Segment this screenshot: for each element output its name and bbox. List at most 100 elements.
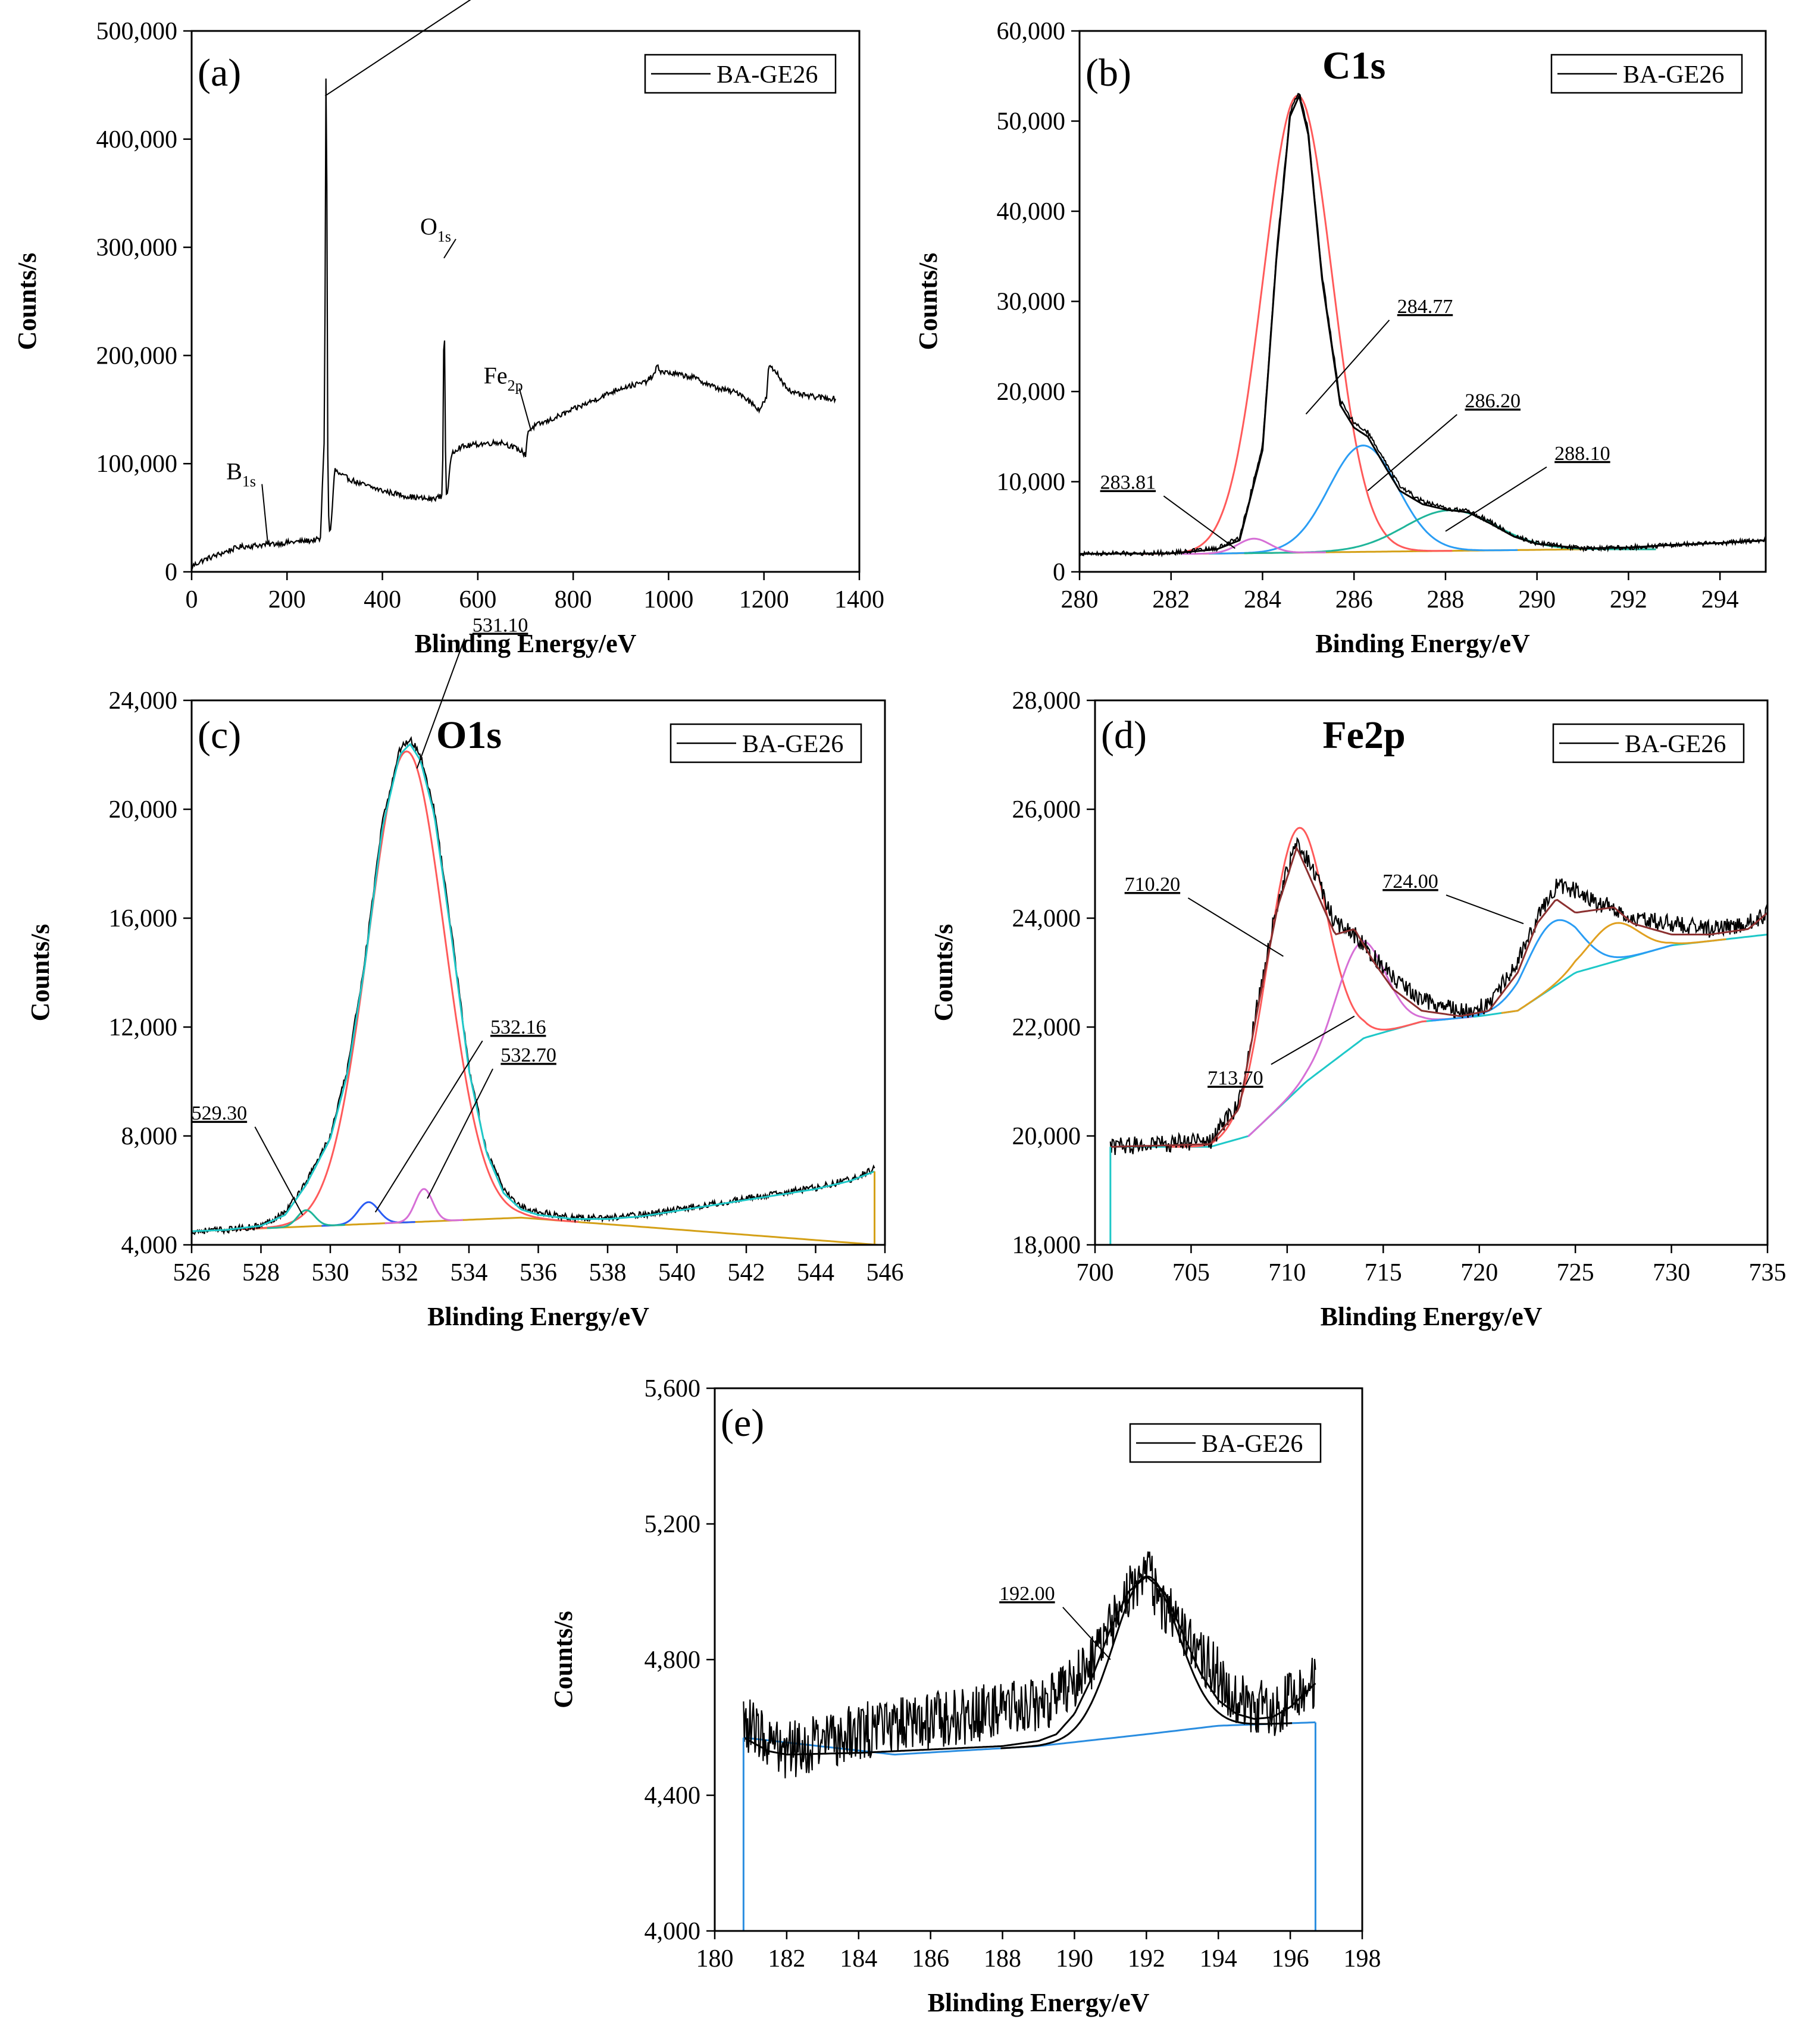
axes-frame (714, 1387, 1363, 1932)
leader-line (1271, 1015, 1355, 1065)
legend-label: BA-GE26 (1623, 61, 1724, 89)
peak-label: O1s (420, 213, 451, 245)
panel-title: Fe2p (1322, 713, 1405, 757)
y-tick-label: 20,000 (997, 378, 1066, 406)
axes-frame (190, 699, 886, 1246)
x-tick-label: 730 (1653, 1259, 1690, 1287)
x-tick-label: 186 (912, 1945, 949, 1973)
peak-component (1431, 919, 1673, 1022)
y-tick-label: 60,000 (997, 18, 1066, 45)
peak-component (384, 1188, 463, 1225)
peak-position-label: 283.81 (1100, 472, 1156, 494)
peak-position-label: 532.16 (490, 1016, 546, 1038)
y-tick-label: 28,000 (1012, 687, 1081, 715)
y-tick-label: 400,000 (96, 126, 178, 154)
legend-label: BA-GE26 (717, 61, 818, 89)
y-tick-label: 50,000 (997, 108, 1066, 136)
x-tick-label: 190 (1056, 1945, 1093, 1973)
y-tick-label: 5,200 (645, 1511, 701, 1538)
x-tick-label: 290 (1518, 586, 1556, 613)
peak-position-label: 724.00 (1382, 871, 1438, 893)
y-tick-label: 0 (165, 559, 177, 586)
series-line (1110, 846, 1768, 1148)
leader-line (416, 638, 465, 769)
peak-component (1209, 445, 1518, 555)
leader-line (254, 1126, 304, 1216)
peak-position-label: 710.20 (1125, 874, 1181, 896)
x-tick-label: 0 (186, 586, 198, 613)
axes-frame (1078, 30, 1767, 573)
x-tick-label: 532 (381, 1259, 418, 1287)
plot-area (1109, 827, 1768, 1245)
y-axis-label: Counts/s (549, 1611, 578, 1708)
panel-b: 280 282 284 286 288 290 292 294 0 10,000 20,000 30,… (914, 18, 1767, 658)
leader-line (1445, 466, 1547, 532)
panel-title: C1s (1322, 44, 1385, 87)
panel-a: 0 200 400 600 800 1000 1200 1400 0 100,000 200,000… (12, 0, 884, 658)
legend-label: BA-GE26 (1202, 1431, 1303, 1458)
y-tick-label: 10,000 (997, 469, 1066, 496)
y-tick-label: 12,000 (109, 1014, 178, 1041)
panel-label: (c) (198, 713, 241, 757)
panel-label: (e) (721, 1401, 764, 1445)
x-tick-label: 294 (1701, 586, 1739, 613)
leader-line (1062, 1607, 1111, 1660)
series-line (743, 1576, 1316, 1756)
axes-frame (1094, 699, 1769, 1246)
y-tick-label: 300,000 (96, 234, 178, 262)
peak-position-label: 529.30 (192, 1103, 248, 1125)
y-tick-label: 22,000 (1012, 1014, 1081, 1041)
peak-position-label: 286.20 (1465, 390, 1521, 412)
x-tick-label: 526 (173, 1259, 211, 1287)
x-tick-label: 528 (242, 1259, 280, 1287)
leader-line (374, 1040, 483, 1213)
y-tick-label: 4,000 (121, 1232, 178, 1259)
x-tick-label: 280 (1061, 586, 1099, 613)
x-tick-label: 530 (312, 1259, 349, 1287)
x-tick-label: 192 (1128, 1945, 1165, 1973)
x-tick-label: 194 (1200, 1945, 1237, 1973)
series-line (192, 735, 875, 1235)
y-tick-label: 26,000 (1012, 796, 1081, 824)
series-line (1080, 92, 1766, 558)
legend-label: BA-GE26 (742, 731, 843, 758)
x-tick-label: 180 (696, 1945, 734, 1973)
y-axis-label: Counts/s (12, 253, 42, 350)
y-tick-label: 200,000 (96, 342, 178, 370)
y-tick-label: 8,000 (121, 1123, 178, 1150)
x-tick-label: 536 (520, 1259, 557, 1287)
y-axis-label: Counts/s (929, 924, 958, 1022)
y-tick-label: 4,400 (645, 1782, 701, 1810)
x-tick-label: 725 (1557, 1259, 1594, 1287)
series-line (192, 743, 875, 1232)
leader-line (261, 484, 269, 545)
x-tick-label: 600 (459, 586, 496, 613)
x-tick-label: 184 (840, 1945, 877, 1973)
plot-area (1080, 92, 1766, 558)
x-tick-label: 196 (1272, 1945, 1309, 1973)
y-tick-label: 30,000 (997, 289, 1066, 316)
x-tick-label: 710 (1268, 1259, 1306, 1287)
panel-c: 526 528 530 532 534 536 538 540 542 544 546 4,000 8,… (26, 614, 904, 1331)
leader-line (324, 0, 471, 96)
leader-line (427, 1068, 493, 1199)
y-axis-label: Counts/s (26, 924, 55, 1022)
peak-component (234, 750, 578, 1231)
x-tick-label: 544 (797, 1259, 834, 1287)
x-tick-label: 286 (1335, 586, 1373, 613)
peak-position-label: 531.10 (473, 614, 528, 636)
peak-position-label: 713.70 (1207, 1068, 1263, 1090)
x-tick-label: 1000 (643, 586, 693, 613)
x-axis-label: Binding Energy/eV (1315, 629, 1530, 658)
plot-area (742, 1551, 1316, 1931)
panel-label: (d) (1101, 713, 1147, 757)
x-tick-label: 200 (268, 586, 306, 613)
x-tick-label: 700 (1077, 1259, 1114, 1287)
peak-component (1501, 922, 1726, 1014)
peak-component (1143, 95, 1453, 555)
y-tick-label: 100,000 (96, 450, 178, 478)
panel-d: 700 705 710 715 720 725 730 735 18,000 20,000 22,0… (929, 687, 1787, 1331)
y-tick-label: 24,000 (109, 687, 178, 715)
legend-label: BA-GE26 (1625, 731, 1726, 758)
peak-position-label: 532.70 (500, 1044, 556, 1066)
